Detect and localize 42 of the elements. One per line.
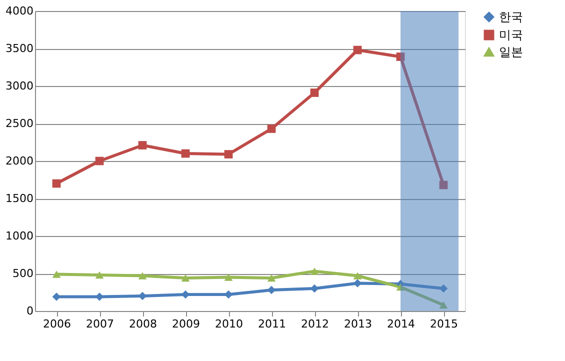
point <box>224 150 233 158</box>
point <box>310 268 319 275</box>
point <box>353 272 362 280</box>
x-tick-label: 2011 <box>258 318 286 330</box>
point <box>181 274 190 282</box>
point <box>52 179 61 188</box>
y-tick-label: 500 <box>12 267 34 280</box>
point <box>95 156 104 166</box>
point <box>396 283 405 291</box>
point <box>439 301 448 309</box>
x-tick-label: 2013 <box>344 318 372 330</box>
point <box>396 52 405 61</box>
x-tick-label: 2012 <box>301 318 329 330</box>
x-tick-label: 2009 <box>172 318 200 330</box>
point <box>181 149 190 158</box>
point <box>353 46 362 54</box>
point <box>310 88 319 97</box>
point <box>52 270 61 278</box>
point <box>439 180 448 190</box>
point <box>224 274 233 281</box>
x-tick-label: 2010 <box>215 318 243 330</box>
point <box>138 141 147 150</box>
point <box>267 124 276 133</box>
x-tick-label: 2007 <box>86 318 114 330</box>
x-tick-label: 2008 <box>129 318 157 330</box>
legend-label: 한국 <box>499 10 523 24</box>
y-tick-label: 4000 <box>6 4 34 18</box>
y-tick-label: 1500 <box>6 192 34 205</box>
y-tick-label: 2000 <box>6 154 34 168</box>
point <box>95 271 104 279</box>
y-tick-label: 2500 <box>6 117 34 130</box>
x-tick-label: 2014 <box>387 318 415 330</box>
point <box>267 274 276 282</box>
x-tick-label: 2006 <box>43 318 71 330</box>
legend-label: 미국 <box>499 28 523 42</box>
point <box>138 272 147 280</box>
legend-label: 일본 <box>499 45 523 59</box>
y-tick-label: 1000 <box>6 230 34 242</box>
y-tick-label: 3500 <box>6 42 34 55</box>
y-tick-label: 3000 <box>6 80 34 92</box>
y-tick-label: 0 <box>26 304 34 318</box>
x-tick-label: 2015 <box>430 318 458 330</box>
